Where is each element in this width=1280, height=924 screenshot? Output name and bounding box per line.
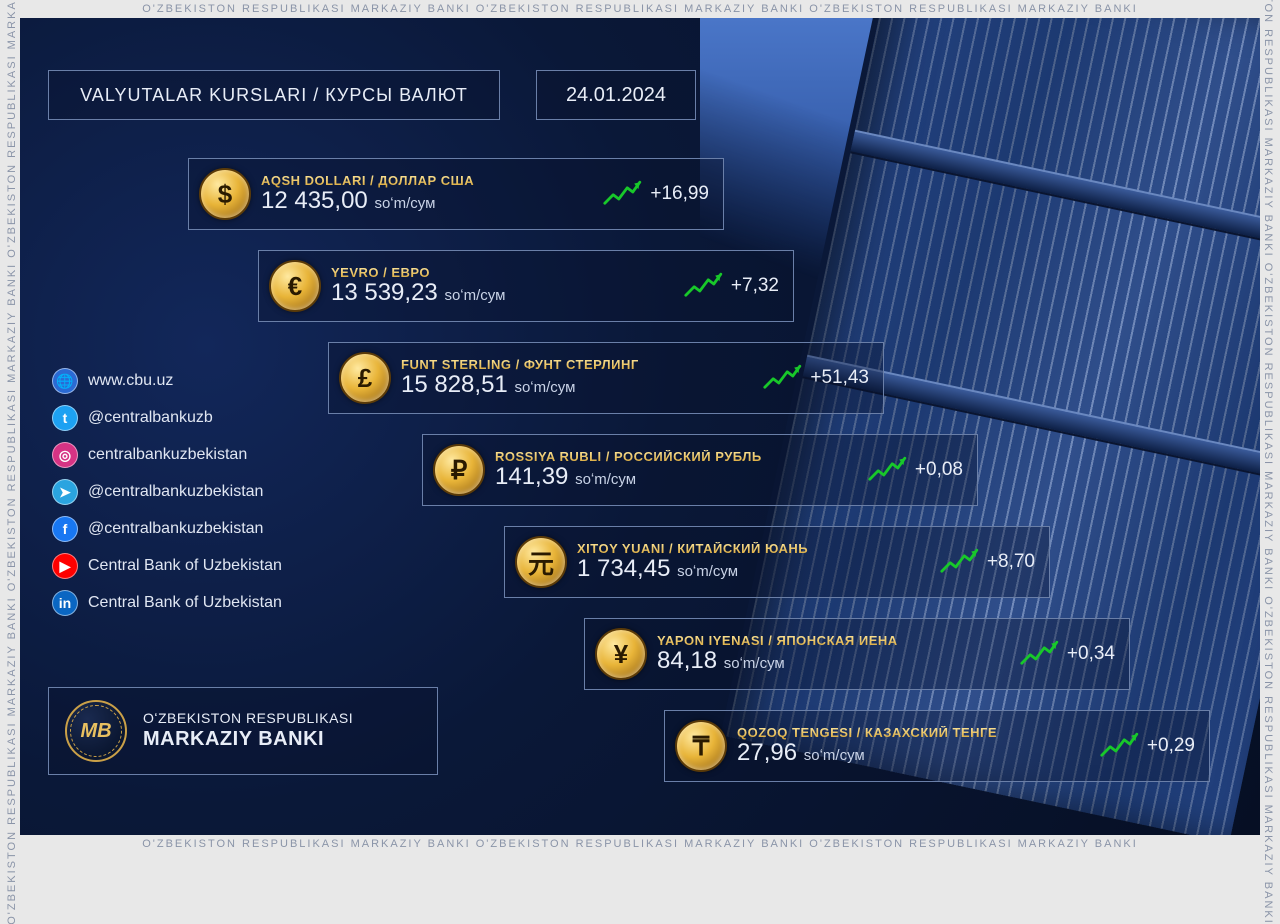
currency-name: QOZOQ TENGESI / КАЗАХСКИЙ ТЕНГЕ <box>737 726 1083 740</box>
currency-name: FUNT STERLING / ФУНТ СТЕРЛИНГ <box>401 358 746 372</box>
currency-delta: +8,70 <box>987 551 1035 573</box>
social-link[interactable]: f @centralbankuzbekistan <box>52 516 282 542</box>
footer-line2: MARKAZIY BANKI <box>143 727 353 752</box>
currency-delta: +7,32 <box>731 275 779 297</box>
arrow-up-icon <box>762 360 804 397</box>
currency-name: YAPON IYENASI / ЯПОНСКАЯ ИЕНА <box>657 634 1003 648</box>
footer-box: MB OʻZBEKISTON RESPUBLIKASI MARKAZIY BAN… <box>48 687 438 775</box>
rate-row: ₽ ROSSIYA RUBLI / РОССИЙСКИЙ РУБЛЬ 141,3… <box>422 434 978 506</box>
arrow-up-icon <box>1099 728 1141 765</box>
date-box: 24.01.2024 <box>536 70 696 120</box>
rate-row: $ AQSH DOLLARI / ДОЛЛАР США 12 435,00 so… <box>188 158 724 230</box>
social-link[interactable]: ◎ centralbankuzbekistan <box>52 442 282 468</box>
currency-unit: soʻm/сум <box>514 379 575 396</box>
currency-coin-icon: £ <box>339 352 391 404</box>
social-link[interactable]: t @centralbankuzb <box>52 405 282 431</box>
arrow-up-icon <box>867 452 909 489</box>
currency-unit: soʻm/сум <box>724 655 785 672</box>
currency-value: 27,96 soʻm/сум <box>737 740 1083 766</box>
social-link[interactable]: in Central Bank of Uzbekistan <box>52 590 282 616</box>
youtube-icon: ▶ <box>52 553 78 579</box>
currency-value: 12 435,00 soʻm/сум <box>261 188 586 214</box>
arrow-up-icon <box>602 176 644 213</box>
social-label: @centralbankuzb <box>88 409 213 427</box>
telegram-icon: ➤ <box>52 479 78 505</box>
currency-unit: soʻm/сум <box>374 195 435 212</box>
arrow-up-icon <box>683 268 725 305</box>
watermark-left: O'ZBEKISTON RESPUBLIKASI MARKAZIY BANKI … <box>6 0 18 924</box>
rate-row: ¥ YAPON IYENASI / ЯПОНСКАЯ ИЕНА 84,18 so… <box>584 618 1130 690</box>
currency-name: AQSH DOLLARI / ДОЛЛАР США <box>261 174 586 188</box>
currency-coin-icon: 元 <box>515 536 567 588</box>
currency-name: XITOY YUANI / КИТАЙСКИЙ ЮАНЬ <box>577 542 923 556</box>
currency-delta: +16,99 <box>650 183 709 205</box>
social-link[interactable]: ➤ @centralbankuzbekistan <box>52 479 282 505</box>
facebook-icon: f <box>52 516 78 542</box>
twitter-icon: t <box>52 405 78 431</box>
currency-value: 1 734,45 soʻm/сум <box>577 556 923 582</box>
currency-value: 13 539,23 soʻm/сум <box>331 280 667 306</box>
currency-unit: soʻm/сум <box>444 287 505 304</box>
footer-line1: OʻZBEKISTON RESPUBLIKASI <box>143 710 353 728</box>
currency-coin-icon: ¥ <box>595 628 647 680</box>
social-link[interactable]: 🌐 www.cbu.uz <box>52 368 282 394</box>
social-link[interactable]: ▶ Central Bank of Uzbekistan <box>52 553 282 579</box>
currency-unit: soʻm/сум <box>804 747 865 764</box>
currency-coin-icon: ₽ <box>433 444 485 496</box>
social-label: www.cbu.uz <box>88 372 173 390</box>
date-text: 24.01.2024 <box>566 84 666 107</box>
rate-row: € YEVRO / ЕВРО 13 539,23 soʻm/сум +7,32 <box>258 250 794 322</box>
currency-delta: +51,43 <box>810 367 869 389</box>
currency-coin-icon: € <box>269 260 321 312</box>
watermark-bottom: O'ZBEKISTON RESPUBLIKASI MARKAZIY BANKI … <box>0 838 1280 850</box>
globe-icon: 🌐 <box>52 368 78 394</box>
social-label: centralbankuzbekistan <box>88 446 247 464</box>
currency-coin-icon: ₸ <box>675 720 727 772</box>
social-label: @centralbankuzbekistan <box>88 483 263 501</box>
watermark-top: O'ZBEKISTON RESPUBLIKASI MARKAZIY BANKI … <box>0 3 1280 15</box>
instagram-icon: ◎ <box>52 442 78 468</box>
arrow-up-icon <box>939 544 981 581</box>
currency-value: 84,18 soʻm/сум <box>657 648 1003 674</box>
currency-name: ROSSIYA RUBLI / РОССИЙСКИЙ РУБЛЬ <box>495 450 851 464</box>
currency-value: 141,39 soʻm/сум <box>495 464 851 490</box>
bank-logo-icon: MB <box>65 700 127 762</box>
currency-coin-icon: $ <box>199 168 251 220</box>
currency-unit: soʻm/сум <box>575 471 636 488</box>
currency-delta: +0,29 <box>1147 735 1195 757</box>
rate-row: 元 XITOY YUANI / КИТАЙСКИЙ ЮАНЬ 1 734,45 … <box>504 526 1050 598</box>
currency-unit: soʻm/сум <box>677 563 738 580</box>
title-text: VALYUTALAR KURSLARI / КУРСЫ ВАЛЮТ <box>80 85 468 106</box>
rate-row: £ FUNT STERLING / ФУНТ СТЕРЛИНГ 15 828,5… <box>328 342 884 414</box>
bank-logo-text: MB <box>80 720 111 743</box>
title-box: VALYUTALAR KURSLARI / КУРСЫ ВАЛЮТ <box>48 70 500 120</box>
arrow-up-icon <box>1019 636 1061 673</box>
social-label: Central Bank of Uzbekistan <box>88 557 282 575</box>
linkedin-icon: in <box>52 590 78 616</box>
infographic-canvas: VALYUTALAR KURSLARI / КУРСЫ ВАЛЮТ 24.01.… <box>20 18 1260 835</box>
social-label: @centralbankuzbekistan <box>88 520 263 538</box>
social-label: Central Bank of Uzbekistan <box>88 594 282 612</box>
currency-value: 15 828,51 soʻm/сум <box>401 372 746 398</box>
social-links: 🌐 www.cbu.uz t @centralbankuzb ◎ central… <box>52 368 282 616</box>
currency-delta: +0,08 <box>915 459 963 481</box>
rate-row: ₸ QOZOQ TENGESI / КАЗАХСКИЙ ТЕНГЕ 27,96 … <box>664 710 1210 782</box>
currency-name: YEVRO / ЕВРО <box>331 266 667 280</box>
watermark-right: O'ZBEKISTON RESPUBLIKASI MARKAZIY BANKI … <box>1262 0 1274 924</box>
currency-delta: +0,34 <box>1067 643 1115 665</box>
